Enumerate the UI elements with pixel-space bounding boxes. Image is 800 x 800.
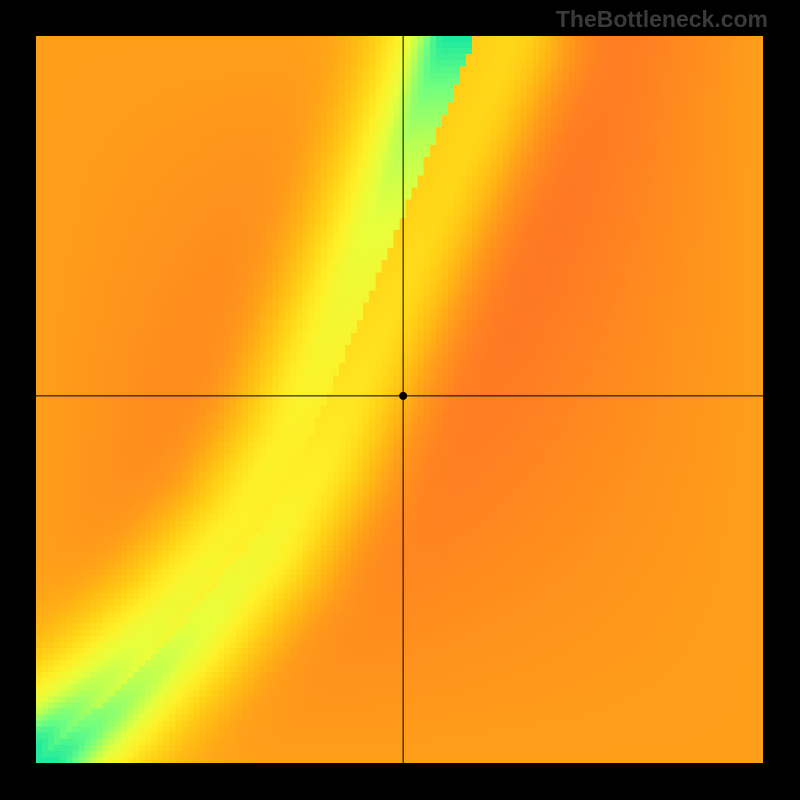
chart-container: { "watermark": { "text": "TheBottleneck.… [0,0,800,800]
watermark-text: TheBottleneck.com [556,6,768,33]
bottleneck-heatmap [36,36,763,763]
